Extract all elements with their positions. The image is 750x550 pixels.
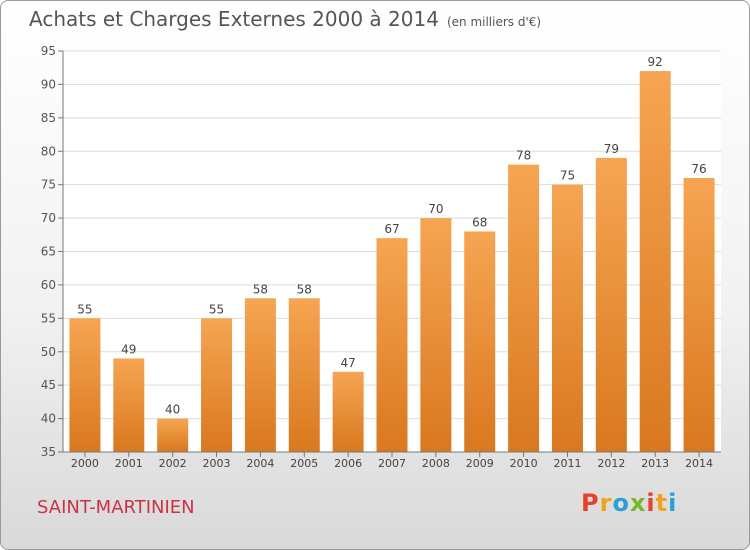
x-tick-label: 2010 [510, 457, 538, 470]
y-tick-label: 95 [41, 44, 56, 58]
data-label: 76 [691, 162, 706, 176]
x-tick-label: 2009 [466, 457, 494, 470]
data-label: 92 [648, 55, 663, 69]
data-label: 70 [428, 202, 443, 216]
bar-2011 [551, 184, 583, 452]
logo-letter: i [646, 489, 656, 517]
data-label: 47 [340, 356, 355, 370]
x-tick-label: 2013 [641, 457, 669, 470]
y-tick-label: 40 [41, 412, 56, 426]
data-label: 79 [604, 142, 619, 156]
bar-2002 [157, 418, 189, 452]
bar-2013 [639, 71, 671, 453]
data-label: 78 [516, 149, 531, 163]
data-label: 49 [121, 342, 136, 356]
x-tick-label: 2008 [422, 457, 450, 470]
y-tick-label: 55 [41, 311, 56, 325]
y-tick-label: 50 [41, 345, 56, 359]
y-tick-label: 90 [41, 77, 56, 91]
bar-2001 [113, 358, 145, 452]
logo-letter: r [599, 489, 613, 517]
x-tick-label: 2014 [685, 457, 713, 470]
x-tick-label: 2011 [553, 457, 581, 470]
y-tick-label: 75 [41, 178, 56, 192]
y-tick-label: 80 [41, 144, 56, 158]
logo-letter: t [655, 489, 669, 517]
bar-2008 [420, 218, 452, 452]
logo-letter: x [629, 489, 647, 517]
data-label: 58 [253, 282, 268, 296]
y-tick-label: 45 [41, 378, 56, 392]
location-name: SAINT-MARTINIEN [37, 497, 195, 518]
x-tick-label: 2012 [597, 457, 625, 470]
y-tick-label: 35 [41, 445, 56, 459]
bar-2012 [595, 157, 627, 452]
bar-2003 [201, 318, 233, 452]
bar-2009 [464, 231, 496, 452]
data-label: 58 [297, 282, 312, 296]
data-label: 40 [165, 403, 180, 417]
data-label: 68 [472, 215, 487, 229]
x-tick-label: 2002 [159, 457, 187, 470]
bar-2004 [244, 298, 276, 452]
data-label: 75 [560, 169, 575, 183]
chart-title: Achats et Charges Externes 2000 à 2014 (e… [29, 7, 541, 31]
unit-label: (en milliers d'€) [446, 15, 542, 29]
logo-letter: i [668, 489, 678, 517]
bar-2000 [69, 318, 101, 452]
bar-chart: 35 40 45 50 55 60 65 70 75 80 85 90 95 55 2000 49 2001 40… [41, 44, 721, 470]
data-label: 55 [77, 302, 92, 316]
bar-2010 [508, 164, 540, 452]
bar-2007 [376, 238, 408, 452]
x-tick-label: 2005 [290, 457, 318, 470]
data-label: 67 [384, 222, 399, 236]
x-tick-label: 2006 [334, 457, 362, 470]
title-text: Achats et Charges Externes 2000 à 2014 [29, 7, 439, 31]
bar-2006 [332, 371, 364, 452]
logo-letter: P [581, 489, 600, 517]
x-tick-label: 2003 [203, 457, 231, 470]
y-tick-label: 65 [41, 245, 56, 259]
x-tick-label: 2007 [378, 457, 406, 470]
bar-2014 [683, 177, 715, 452]
data-label: 55 [209, 302, 224, 316]
y-tick-label: 85 [41, 111, 56, 125]
y-tick-label: 60 [41, 278, 56, 292]
y-tick-label: 70 [41, 211, 56, 225]
x-tick-label: 2000 [71, 457, 99, 470]
x-tick-label: 2001 [115, 457, 143, 470]
logo-letter: o [612, 489, 630, 517]
bar-2005 [288, 298, 320, 452]
proxiti-logo[interactable]: Proxiti [581, 489, 677, 517]
x-tick-label: 2004 [246, 457, 274, 470]
